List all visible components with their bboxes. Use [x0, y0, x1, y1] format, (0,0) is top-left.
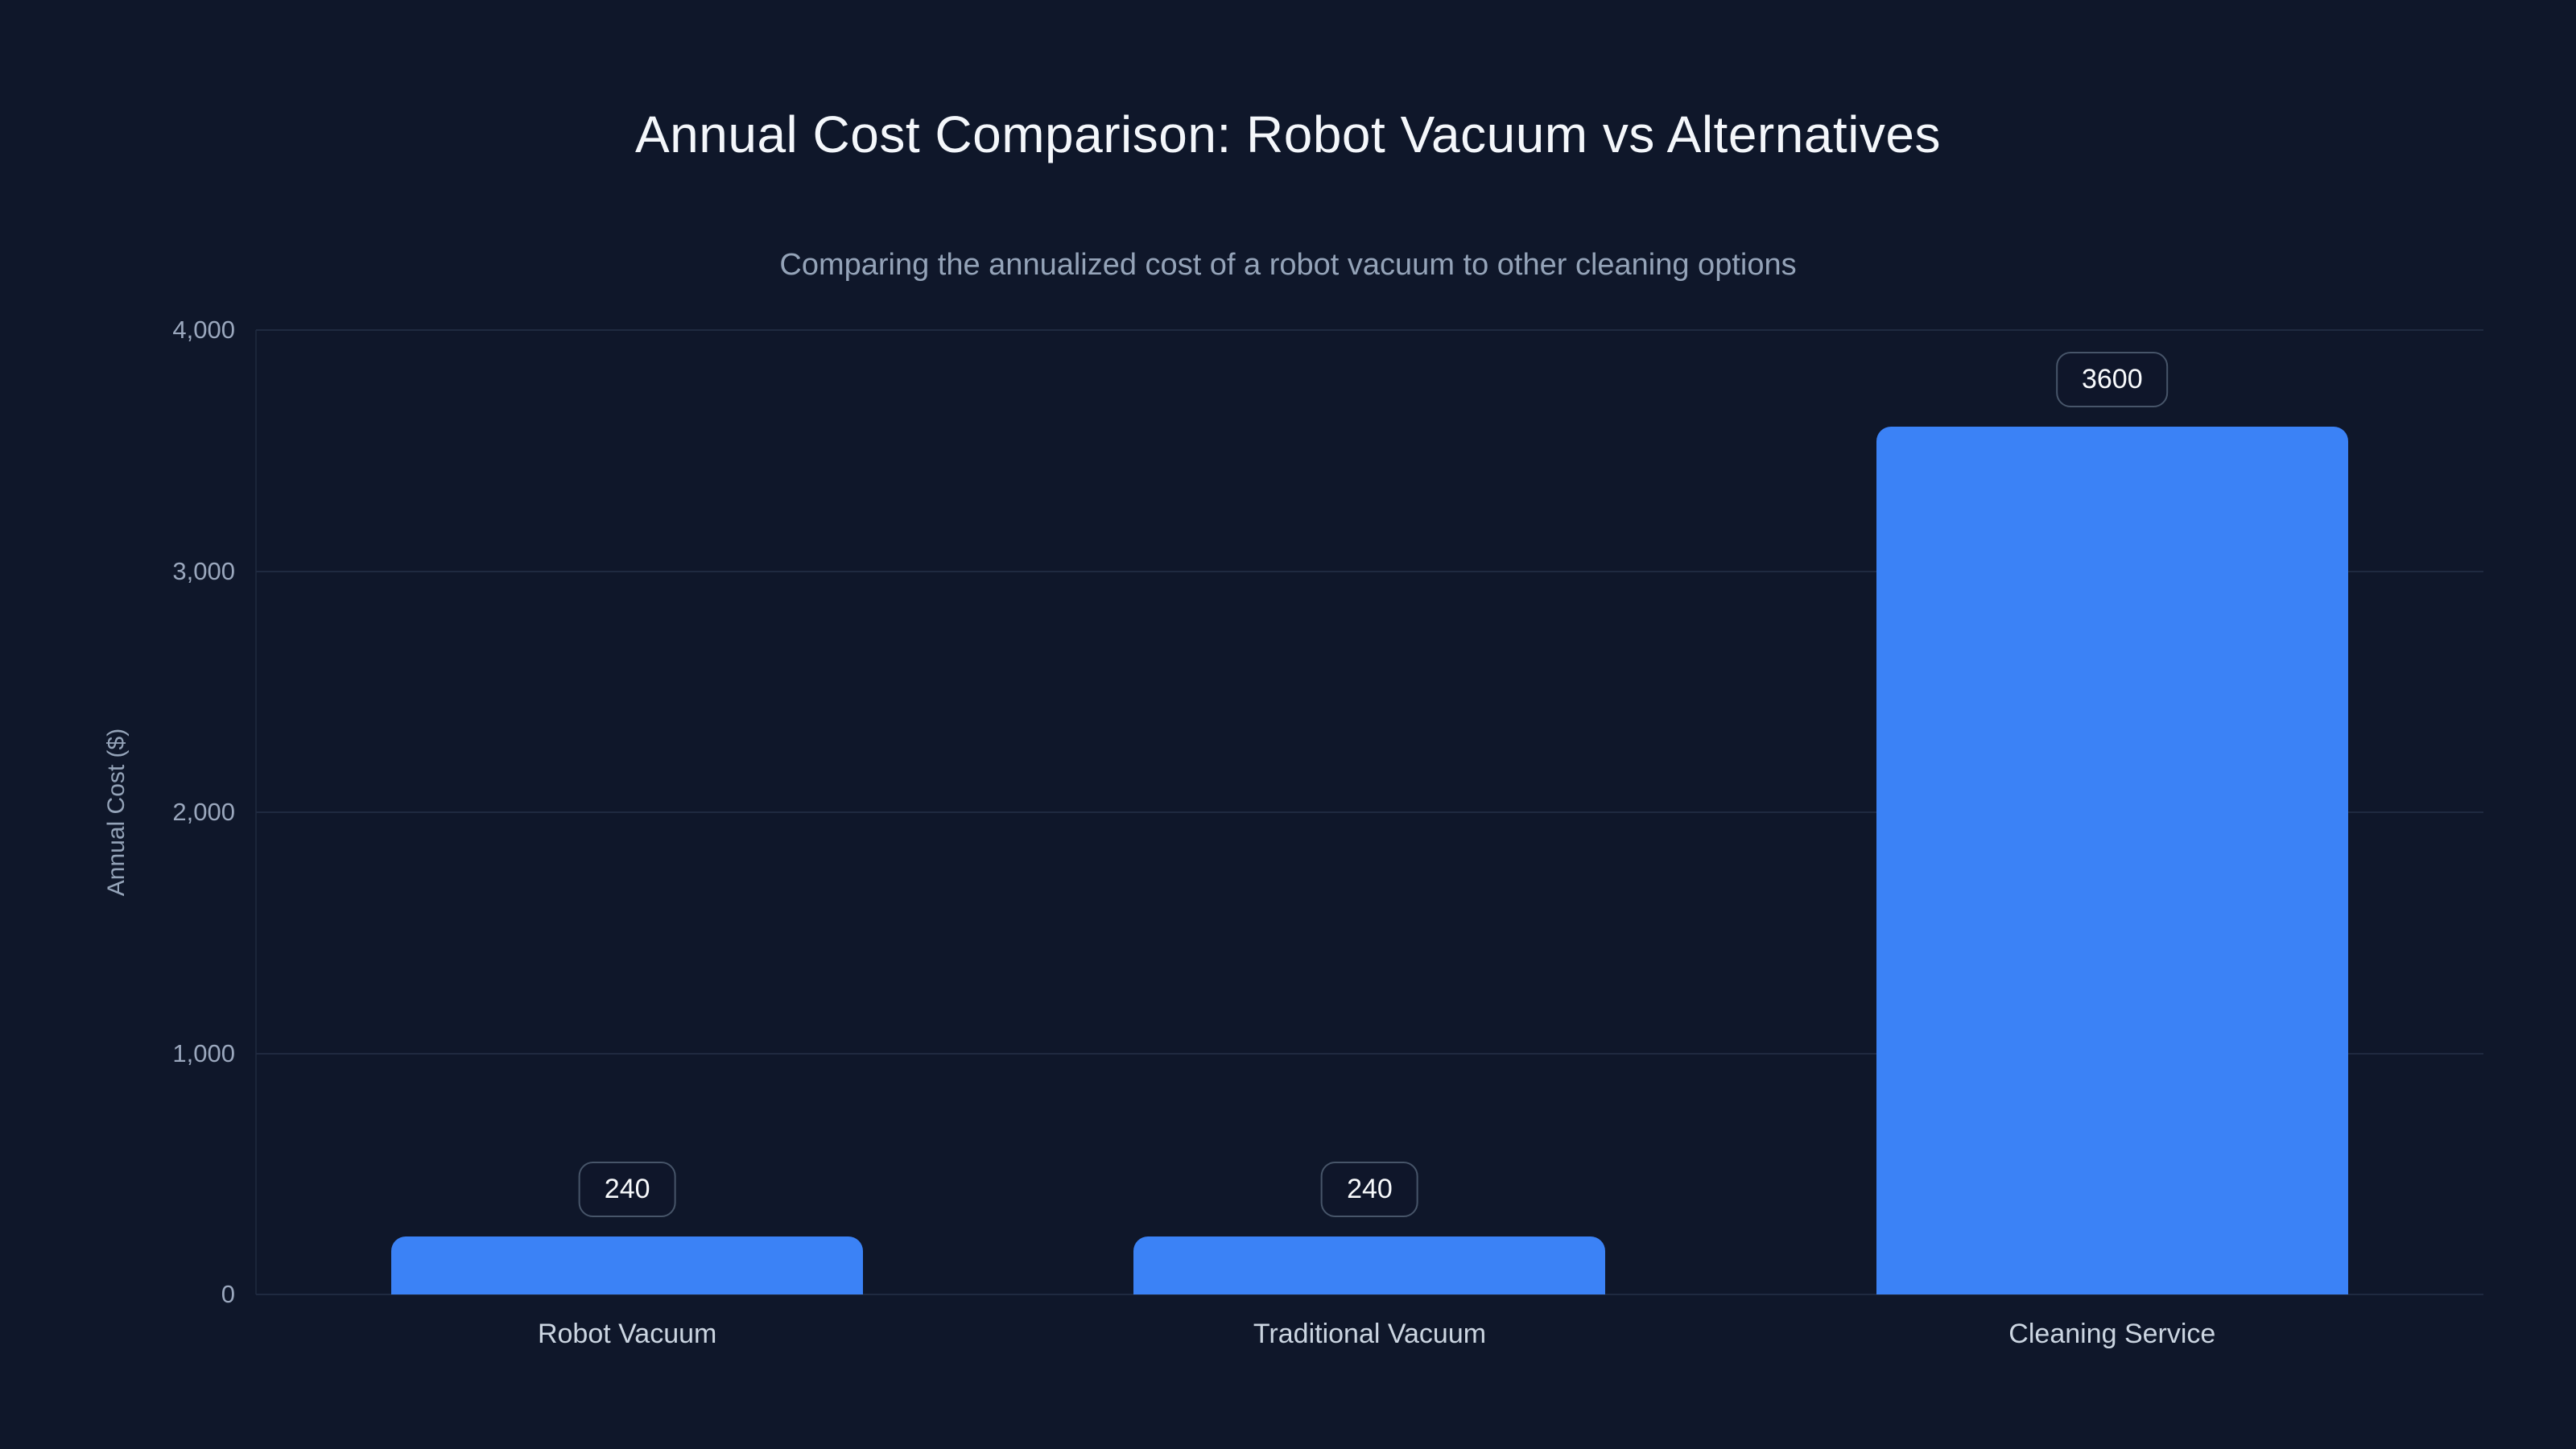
value-badge: 240 [578, 1162, 676, 1218]
y-tick-label: 0 [221, 1280, 235, 1308]
x-label-robot-vacuum: Robot Vacuum [537, 1319, 717, 1349]
x-label-traditional-vacuum: Traditional Vacuum [1253, 1319, 1487, 1349]
bar-series: 240 240 3600 [256, 330, 2483, 1294]
y-tick-label: 2,000 [172, 798, 235, 826]
y-axis-title: Annual Cost ($) [103, 728, 130, 897]
bar-slot-robot-vacuum: 240 [256, 330, 998, 1294]
bar-slot-traditional-vacuum: 240 [998, 330, 1740, 1294]
bar-cleaning-service [1876, 426, 2348, 1294]
value-badge: 3600 [2055, 351, 2169, 407]
y-tick-label: 1,000 [172, 1038, 235, 1067]
gridline [256, 811, 2483, 813]
value-badge: 240 [1321, 1162, 1418, 1218]
chart-title: Annual Cost Comparison: Robot Vacuum vs … [634, 105, 1942, 163]
y-tick-label: 4,000 [172, 316, 235, 344]
bar-slot-cleaning-service: 3600 [1741, 330, 2483, 1294]
bar-traditional-vacuum [1133, 1236, 1606, 1294]
gridline [256, 1294, 2483, 1295]
gridline [256, 1052, 2483, 1055]
gridline [256, 570, 2483, 572]
gridline [256, 329, 2483, 331]
x-axis-labels: Robot Vacuum Traditional Vacuum Cleaning… [256, 1319, 2483, 1350]
x-label-cleaning-service: Cleaning Service [2008, 1319, 2216, 1349]
plot-area: Annual Cost ($) 4,000 3,000 2,000 1,000 … [103, 316, 2483, 1308]
y-tick-label: 3,000 [172, 556, 235, 585]
chart-subtitle: Comparing the annualized cost of a robot… [779, 248, 1797, 282]
bar-robot-vacuum [391, 1236, 864, 1294]
